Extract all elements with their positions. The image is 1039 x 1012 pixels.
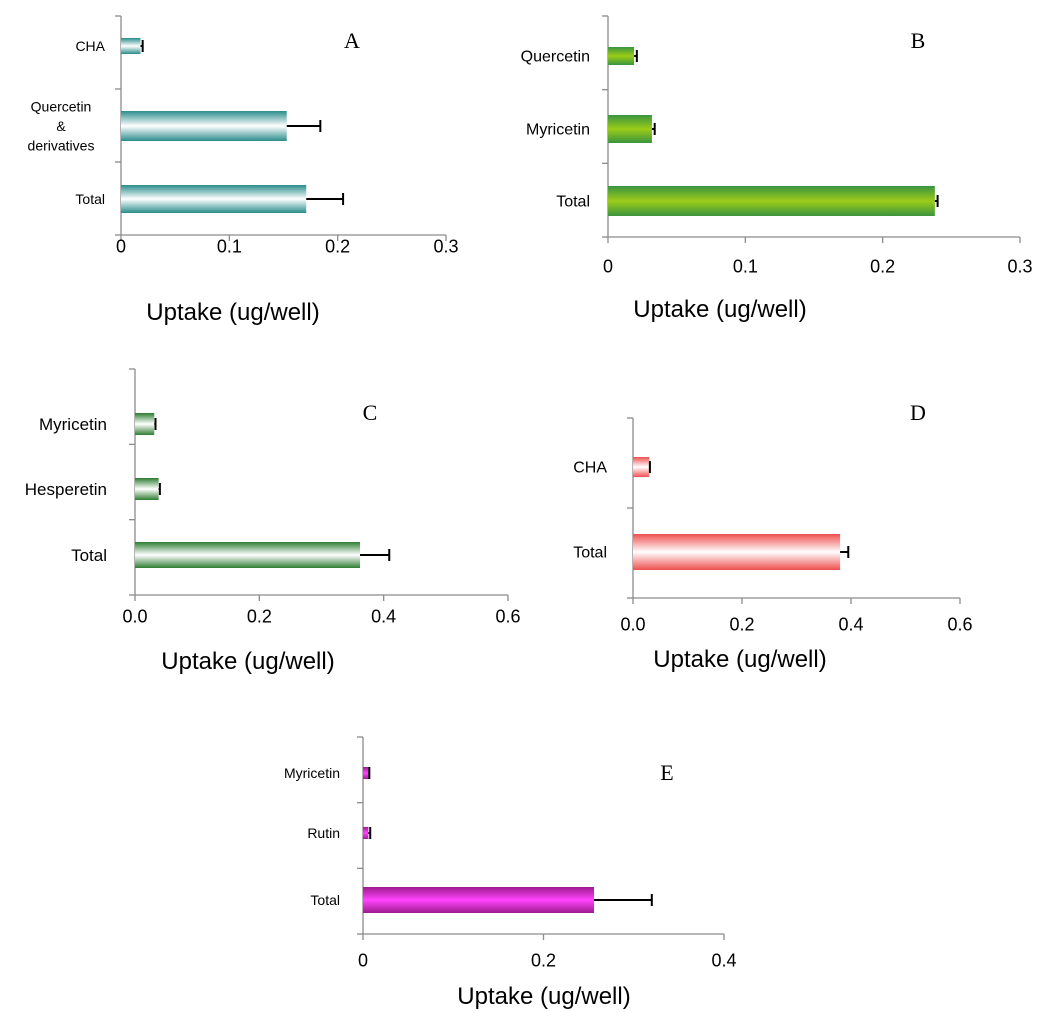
category-label: Total <box>556 194 590 211</box>
bar-1 <box>608 47 635 65</box>
bar-2 <box>633 534 841 570</box>
category-label: CHA <box>75 38 105 54</box>
x-tick-label: 0 <box>116 236 126 256</box>
bar-3 <box>121 185 307 213</box>
x-tick-label: 0.2 <box>870 256 895 276</box>
category-label: Total <box>310 892 340 908</box>
category-label: Total <box>573 545 607 562</box>
category-label: Rutin <box>307 825 340 841</box>
category-label: Total <box>75 191 105 207</box>
bar-1 <box>121 38 141 54</box>
x-tick-label: 0.6 <box>947 614 972 634</box>
category-label: Total <box>71 546 107 565</box>
category-label: CHA <box>573 460 607 477</box>
x-tick-label: 0.0 <box>122 606 147 626</box>
category-label: Myricetin <box>526 122 590 139</box>
bar-2 <box>608 115 652 143</box>
category-label: Myricetin <box>39 415 107 434</box>
category-label: Myricetin <box>284 765 340 781</box>
bar-2 <box>363 827 369 839</box>
x-tick-label: 0 <box>358 950 368 970</box>
panel-label: B <box>911 28 926 53</box>
panel-label: C <box>363 400 378 425</box>
panel-label: A <box>344 28 360 53</box>
x-axis-title: Uptake (ug/well) <box>146 299 319 326</box>
x-tick-label: 0.2 <box>729 614 754 634</box>
x-tick-label: 0.6 <box>495 606 520 626</box>
bar-3 <box>135 542 361 568</box>
panel-label: D <box>910 400 926 425</box>
panel-b: 0 0.1 0.2 0.3 Quercetin Myricetin Total Uptake … <box>521 15 1033 323</box>
panel-label: E <box>660 760 673 785</box>
bar-3 <box>363 887 595 913</box>
bar-1 <box>363 767 369 779</box>
panel-e: 0 0.2 0.4 Myricetin Rutin Total Uptake (ug/wel… <box>284 736 737 1010</box>
x-tick-label: 0.2 <box>247 606 272 626</box>
x-axis-title: Uptake (ug/well) <box>633 296 806 323</box>
x-tick-label: 0.4 <box>711 950 736 970</box>
bar-1 <box>135 413 155 435</box>
x-tick-label: 0.2 <box>531 950 556 970</box>
category-label: Hesperetin <box>25 480 107 499</box>
x-axis-title: Uptake (ug/well) <box>653 646 826 673</box>
x-tick-label: 0.0 <box>620 614 645 634</box>
bar-1 <box>633 457 650 477</box>
panel-d: 0.0 0.2 0.4 0.6 CHA Total Uptake (ug/well) D <box>573 400 972 673</box>
x-tick-label: 0.3 <box>433 236 458 256</box>
bar-2 <box>135 478 159 500</box>
panel-c: 0.0 0.2 0.4 0.6 Myricetin Hesperetin Total Upta… <box>25 368 521 675</box>
x-axis-title: Uptake (ug/well) <box>161 648 334 675</box>
x-tick-label: 0 <box>603 256 613 276</box>
x-axis-title: Uptake (ug/well) <box>457 983 630 1010</box>
x-tick-label: 0.1 <box>733 256 758 276</box>
bar-2 <box>121 111 287 141</box>
x-tick-label: 0.3 <box>1007 256 1032 276</box>
category-label: Quercetin & derivatives <box>28 98 95 153</box>
x-tick-label: 0.4 <box>838 614 863 634</box>
x-tick-label: 0.1 <box>217 236 242 256</box>
bar-3 <box>608 186 935 216</box>
x-tick-label: 0.4 <box>371 606 396 626</box>
category-label: Quercetin <box>521 49 590 66</box>
panel-a: 0 0.1 0.2 0.3 CHA Quercetin & derivatives Total U… <box>28 15 459 326</box>
x-tick-label: 0.2 <box>325 236 350 256</box>
